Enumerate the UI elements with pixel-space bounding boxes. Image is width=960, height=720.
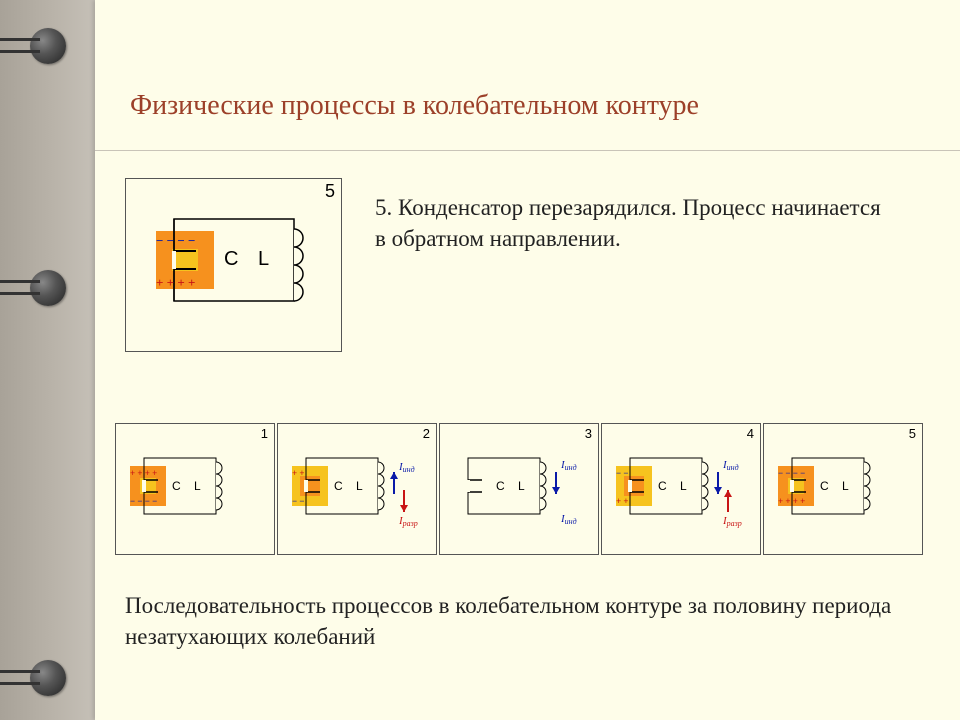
svg-text:+ + + +: + + + +	[778, 496, 805, 506]
lc-circuit-small: CL + + − − Iинд Iразр	[278, 424, 436, 554]
sequence-cell-3: 3 CL Iинд Iинд	[439, 423, 597, 553]
svg-text:C: C	[658, 479, 667, 493]
svg-text:L: L	[842, 479, 849, 493]
svg-text:− − − −: − − − −	[130, 496, 157, 506]
description-text: 5. Конденсатор перезарядился. Процесс на…	[375, 192, 895, 254]
lc-circuit-main: C L − − − − + + + +	[126, 179, 341, 351]
sequence-cell-2: 2 CL + + − − Iинд Iразр	[277, 423, 435, 553]
sequence-row: 1 CL+ + + +− − − −2 CL+ +− −IиндIразр3 C…	[115, 423, 921, 553]
svg-text:+ +: + +	[292, 468, 305, 478]
svg-text:L: L	[194, 479, 201, 493]
svg-text:+ + + +: + + + +	[130, 468, 157, 478]
svg-text:C: C	[172, 479, 181, 493]
panel-number: 5	[325, 181, 335, 202]
sequence-cell-1: 1 CL + + + + − − − −	[115, 423, 273, 553]
binder-ring	[30, 28, 66, 64]
cell-number: 2	[423, 426, 430, 441]
cell-number: 1	[261, 426, 268, 441]
svg-text:C: C	[496, 479, 505, 493]
cell-number: 3	[585, 426, 592, 441]
divider	[95, 150, 960, 151]
lc-circuit-small: CL Iинд Iинд	[440, 424, 598, 554]
svg-text:Iинд: Iинд	[722, 459, 739, 472]
notebook-binding	[0, 0, 100, 720]
svg-text:Iинд: Iинд	[560, 513, 577, 526]
svg-text:Iразр: Iразр	[398, 515, 418, 528]
main-circuit-panel: 5 C L − − − − +	[125, 178, 340, 350]
cell-number: 5	[909, 426, 916, 441]
svg-text:L: L	[258, 248, 269, 270]
lc-circuit-small: CL + + + + − − − −	[116, 424, 274, 554]
svg-text:Iразр: Iразр	[722, 515, 742, 528]
svg-text:+ +: + +	[616, 496, 629, 506]
svg-text:C: C	[224, 248, 238, 270]
svg-text:L: L	[680, 479, 687, 493]
binder-ring	[30, 660, 66, 696]
lc-circuit-small: CL − − + + Iинд Iразр	[602, 424, 760, 554]
cell-number: 4	[747, 426, 754, 441]
svg-text:L: L	[518, 479, 525, 493]
svg-text:− −: − −	[616, 468, 629, 478]
svg-text:− − − −: − − − −	[156, 233, 195, 248]
svg-text:C: C	[820, 479, 829, 493]
lc-circuit-small: CL − − − − + + + +	[764, 424, 922, 554]
page-title: Физические процессы в колебательном конт…	[130, 90, 699, 122]
svg-text:+ + + +: + + + +	[156, 275, 195, 290]
page: Физические процессы в колебательном конт…	[95, 0, 960, 720]
sequence-cell-4: 4 CL − − + + Iинд Iразр	[601, 423, 759, 553]
caption-text: Последовательность процессов в колебател…	[125, 590, 915, 652]
binder-ring	[30, 270, 66, 306]
svg-text:− − − −: − − − −	[778, 468, 805, 478]
svg-text:L: L	[356, 479, 363, 493]
sequence-cell-5: 5 CL − − − − + + + +	[763, 423, 921, 553]
svg-text:Iинд: Iинд	[560, 459, 577, 472]
svg-text:C: C	[334, 479, 343, 493]
svg-text:− −: − −	[292, 496, 305, 506]
svg-text:Iинд: Iинд	[398, 461, 415, 474]
